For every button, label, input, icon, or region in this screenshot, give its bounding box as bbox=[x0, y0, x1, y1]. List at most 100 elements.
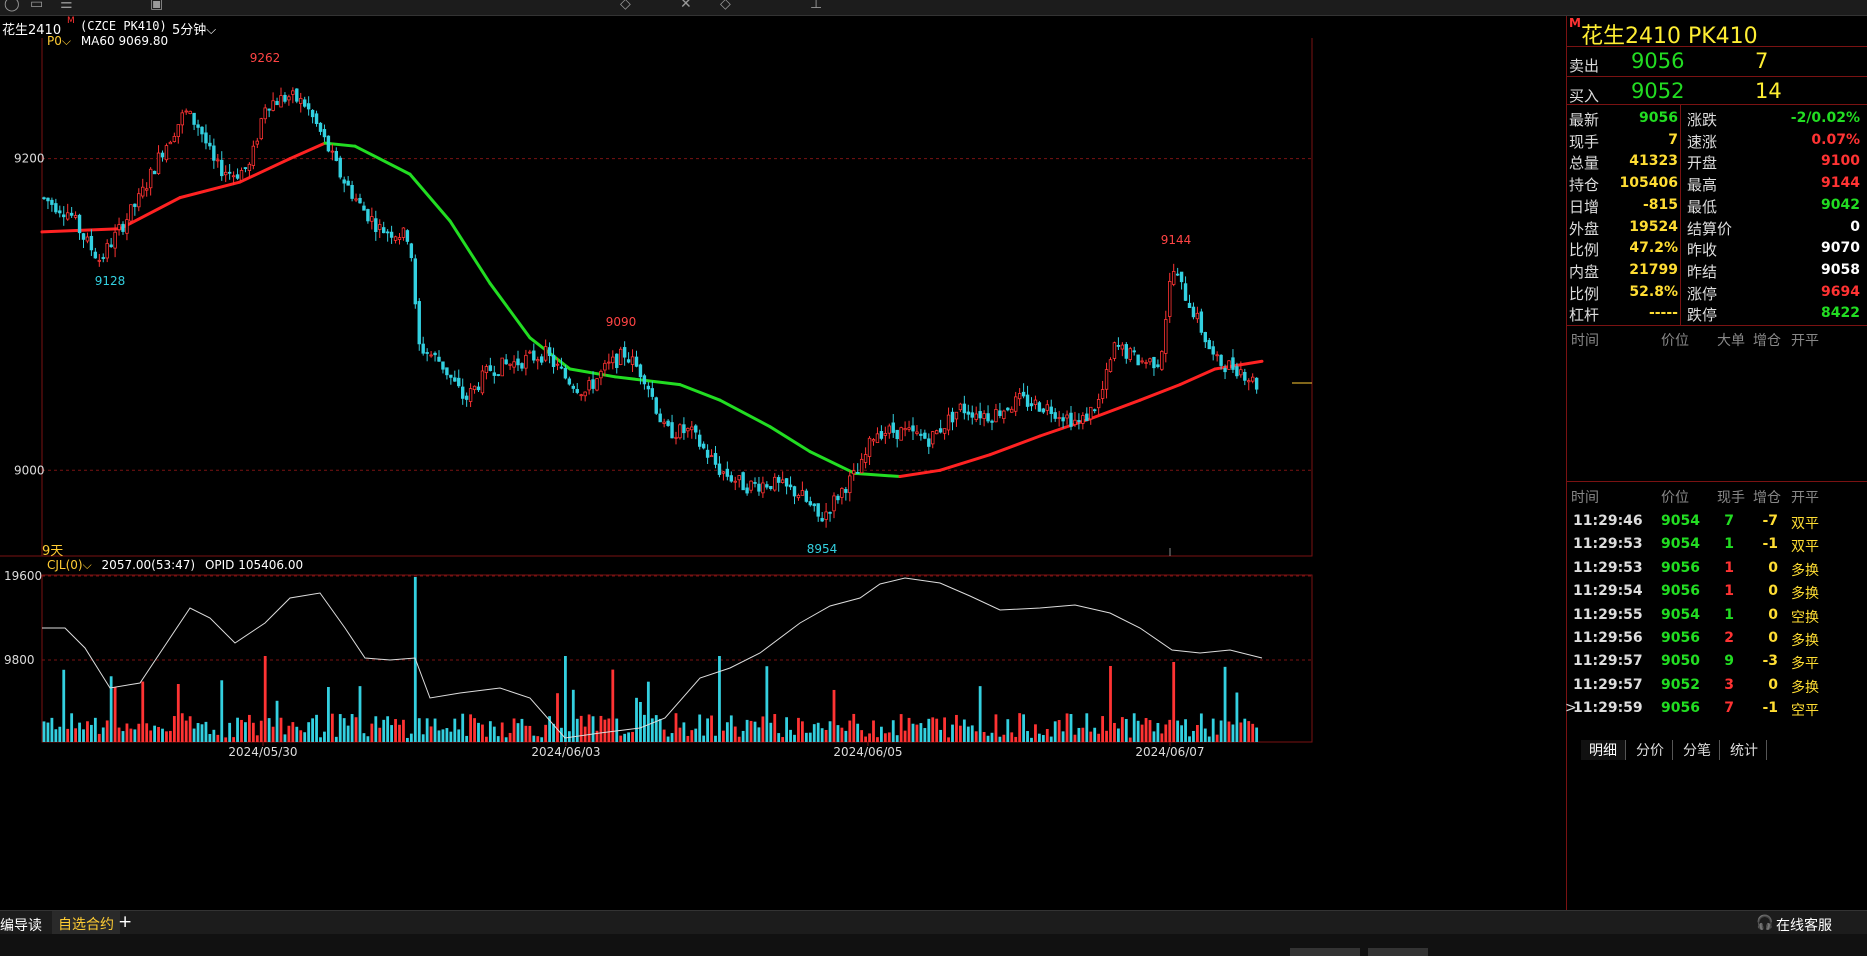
volume-bar bbox=[682, 722, 686, 742]
toolbar-icon-8[interactable]: ⊥ bbox=[810, 0, 823, 12]
candle-body bbox=[895, 429, 899, 440]
tick-type: 双平 bbox=[1791, 539, 1819, 556]
volume-bar bbox=[311, 718, 314, 742]
candle-body bbox=[927, 438, 931, 447]
stat-value: 0.07% bbox=[1811, 131, 1860, 148]
volume-bar bbox=[725, 722, 729, 742]
volume-bar bbox=[801, 721, 804, 742]
candle-body bbox=[709, 455, 714, 458]
status-button-1[interactable] bbox=[1290, 948, 1360, 956]
candle-body bbox=[678, 424, 682, 439]
volume-bar bbox=[919, 723, 923, 742]
candle-body bbox=[212, 145, 216, 161]
candle-body bbox=[852, 470, 856, 475]
online-service-link[interactable]: 在线客服 bbox=[1776, 918, 1832, 934]
volume-bar bbox=[1160, 733, 1164, 742]
symbol-name[interactable]: 花生2410 bbox=[2, 23, 62, 38]
candle-body bbox=[559, 366, 564, 369]
buy-volume: 14 bbox=[1755, 79, 1782, 103]
candle-body bbox=[986, 413, 990, 422]
stat-value: -2/0.02% bbox=[1790, 110, 1860, 126]
toolbar-icon-7[interactable]: ◇ bbox=[720, 0, 731, 12]
volume-bar bbox=[354, 717, 358, 742]
volume-bar bbox=[453, 718, 457, 742]
detail-tab[interactable]: 统计 bbox=[1722, 740, 1767, 760]
period-selector[interactable]: 5分钟⌵ bbox=[172, 19, 216, 38]
main-indicator-label[interactable]: P0⌵ MA60 9069.80 bbox=[47, 34, 168, 49]
status-button-2[interactable] bbox=[1368, 948, 1428, 956]
volume-bar bbox=[1128, 737, 1132, 742]
volume-bar bbox=[153, 725, 156, 742]
volume-bar bbox=[1211, 718, 1215, 742]
candle-body bbox=[536, 359, 540, 362]
candle-body bbox=[342, 179, 346, 184]
volume-bar bbox=[50, 717, 54, 742]
detail-tab[interactable]: 明细 bbox=[1581, 740, 1626, 760]
candle-body bbox=[1010, 408, 1014, 413]
toolbar-icon-3[interactable]: ☰ bbox=[60, 0, 73, 12]
candle-body bbox=[484, 366, 489, 373]
volume-bar bbox=[295, 726, 299, 742]
detail-tab[interactable]: 分笔 bbox=[1675, 740, 1720, 760]
volume-bar bbox=[907, 717, 911, 742]
candle-body bbox=[1002, 410, 1006, 419]
tick-type: 多平 bbox=[1791, 656, 1819, 673]
candle-body bbox=[306, 103, 311, 110]
volume-bar bbox=[358, 686, 362, 742]
tick-type: 多换 bbox=[1791, 633, 1819, 649]
stat-value: -815 bbox=[1642, 196, 1678, 213]
main-indicator-name: P0 bbox=[47, 34, 62, 48]
candle-body bbox=[287, 96, 291, 101]
candle-body bbox=[626, 359, 631, 363]
tick-qty: 7 bbox=[1724, 700, 1734, 717]
volume-bar bbox=[1034, 724, 1037, 742]
tick-change: 0 bbox=[1768, 630, 1778, 646]
volume-bar bbox=[402, 719, 405, 742]
candle-body bbox=[1049, 406, 1053, 414]
quote-title-bar: M 花生2410 PK410 bbox=[1567, 16, 1867, 49]
candle-body bbox=[1168, 281, 1172, 317]
candle-body bbox=[883, 433, 888, 436]
volume-bar bbox=[382, 719, 386, 742]
volume-bar bbox=[994, 714, 998, 742]
candle-body bbox=[773, 476, 777, 491]
candle-body bbox=[603, 362, 607, 371]
volume-bar bbox=[232, 737, 235, 742]
stat-value: 9144 bbox=[1821, 175, 1860, 192]
candle-body bbox=[66, 212, 70, 220]
volume-bar bbox=[334, 736, 338, 742]
volume-bar bbox=[816, 722, 820, 742]
toolbar-icon-4[interactable]: ▣ bbox=[150, 0, 164, 12]
volume-bar bbox=[1022, 714, 1025, 742]
candle-body bbox=[464, 395, 469, 400]
candle-body bbox=[567, 378, 572, 385]
volume-bar bbox=[974, 731, 978, 742]
volume-bar bbox=[93, 717, 97, 742]
volume-bar bbox=[1093, 727, 1097, 742]
kline-chart[interactable]: 9200 9000 19600 9800 2024/05/30 2024/06/03 202… bbox=[0, 38, 1565, 898]
candle-body bbox=[318, 122, 323, 132]
toolbar-icon-2[interactable]: ▭ bbox=[30, 0, 44, 12]
stat-label: 涨停 bbox=[1687, 284, 1718, 303]
volume-bar bbox=[1136, 720, 1140, 742]
candle-body bbox=[670, 422, 674, 439]
detail-tab[interactable]: 分价 bbox=[1628, 740, 1673, 760]
candle-body bbox=[160, 152, 165, 158]
volume-bar bbox=[544, 724, 548, 742]
volume-bar bbox=[255, 735, 259, 742]
volume-bar bbox=[1105, 730, 1108, 742]
toolbar-icon-5[interactable]: ◇ bbox=[620, 0, 631, 12]
candle-body bbox=[875, 433, 880, 444]
volume-bar bbox=[737, 736, 741, 742]
toolbar-icon-1[interactable]: ◯ bbox=[4, 0, 20, 12]
ma60-segment bbox=[448, 219, 492, 285]
volume-bar bbox=[1168, 719, 1172, 742]
ma60-segment bbox=[118, 196, 182, 231]
volume-bar bbox=[579, 715, 583, 742]
candle-body bbox=[184, 110, 188, 113]
toolbar-icon-6[interactable]: ✕ bbox=[680, 0, 692, 12]
guide-tab[interactable]: 编导读 bbox=[0, 918, 42, 934]
candle-body bbox=[468, 388, 473, 402]
sub-indicator-label[interactable]: CJL(0)⌵ 2057.00(53:47) OPID 105406.00 bbox=[47, 558, 303, 573]
add-tab-button[interactable]: + bbox=[118, 912, 133, 932]
